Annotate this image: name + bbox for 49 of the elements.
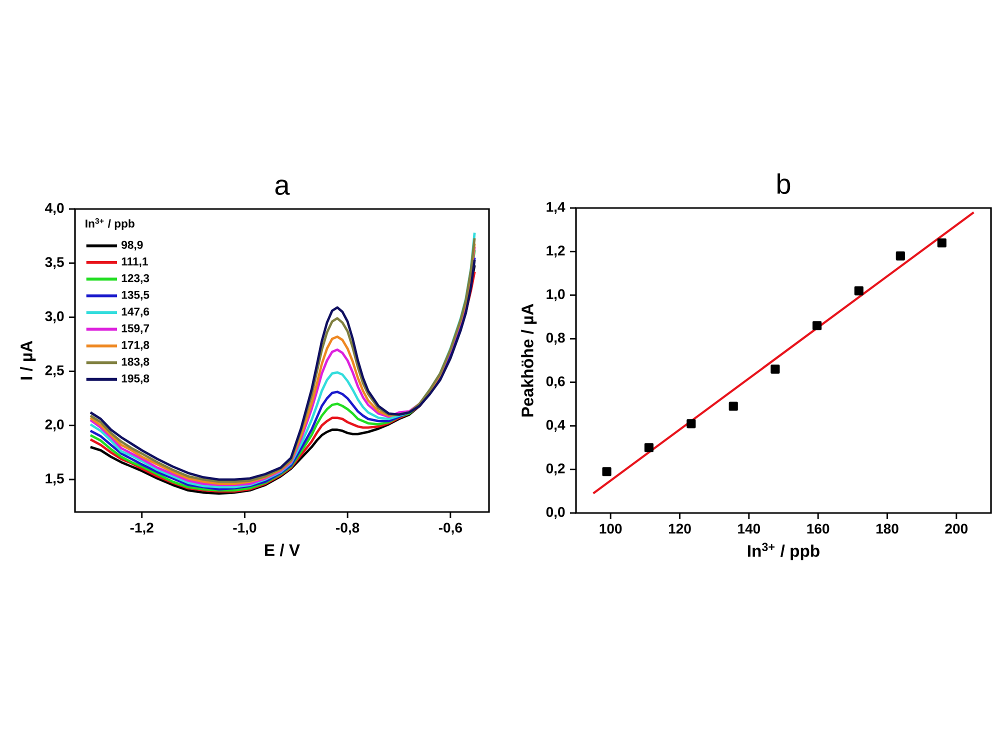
point bbox=[812, 321, 822, 330]
x-tick-label: -1,2 bbox=[130, 522, 154, 535]
x-axis-title: E / V bbox=[265, 544, 300, 556]
x-tick-label: 160 bbox=[807, 524, 830, 534]
point bbox=[896, 251, 905, 260]
legend-title: In$^{3+}$ / ppb bbox=[86, 218, 134, 230]
x-tick-label: 140 bbox=[738, 524, 760, 534]
y-tick-label: 0,2 bbox=[546, 463, 565, 476]
x-tick-label: 100 bbox=[600, 524, 622, 534]
legend-label: 147,6 bbox=[122, 308, 150, 318]
point bbox=[854, 286, 864, 296]
y-tick-label: 0,0 bbox=[546, 507, 565, 519]
legend-label: 98,9 bbox=[122, 240, 143, 251]
y-tick-label: 1,5 bbox=[46, 474, 64, 486]
legend-label: 111,1 bbox=[122, 258, 148, 268]
point bbox=[728, 402, 738, 411]
point bbox=[937, 238, 946, 248]
y-tick-label: 0,4 bbox=[546, 420, 566, 432]
chart-title: a bbox=[275, 180, 290, 195]
point bbox=[644, 443, 654, 452]
y-tick-label: 3,0 bbox=[45, 311, 64, 324]
point bbox=[602, 467, 612, 476]
x-tick-label: -1,0 bbox=[233, 522, 256, 535]
x-tick-label: 180 bbox=[876, 524, 898, 534]
y-tick-label: 3,5 bbox=[45, 257, 64, 270]
legend-label: 123,3 bbox=[122, 274, 150, 284]
legend-label: 171,8 bbox=[122, 341, 150, 351]
y-tick-label: 1,2 bbox=[546, 246, 565, 258]
y-axis-title: Peakhöhe / µA bbox=[521, 304, 537, 417]
point bbox=[686, 419, 696, 428]
y-axis-title: I / µA bbox=[20, 340, 36, 380]
point bbox=[770, 364, 780, 374]
y-tick-label: 2,5 bbox=[45, 365, 64, 378]
x-tick-label: 120 bbox=[668, 524, 691, 534]
y-tick-label: 0,8 bbox=[546, 332, 565, 345]
y-tick-label: 1,0 bbox=[546, 289, 565, 302]
legend-label: 135,5 bbox=[122, 290, 150, 301]
y-tick-label: 1,4 bbox=[546, 202, 566, 214]
y-tick-label: 4,0 bbox=[45, 203, 64, 215]
chart-title: b bbox=[778, 173, 790, 194]
x-tick-label: 200 bbox=[945, 524, 968, 534]
legend-label: 195,8 bbox=[122, 374, 150, 384]
legend-label: 183,8 bbox=[122, 358, 150, 368]
y-tick-label: 2,0 bbox=[45, 419, 64, 432]
x-axis-title: In$^{3+}$ / ppb bbox=[748, 542, 820, 560]
y-tick-label: 0,6 bbox=[546, 376, 565, 388]
x-tick-label: -0,6 bbox=[438, 522, 462, 535]
legend-label: 159,7 bbox=[122, 324, 150, 334]
x-tick-label: -0,8 bbox=[336, 522, 360, 535]
